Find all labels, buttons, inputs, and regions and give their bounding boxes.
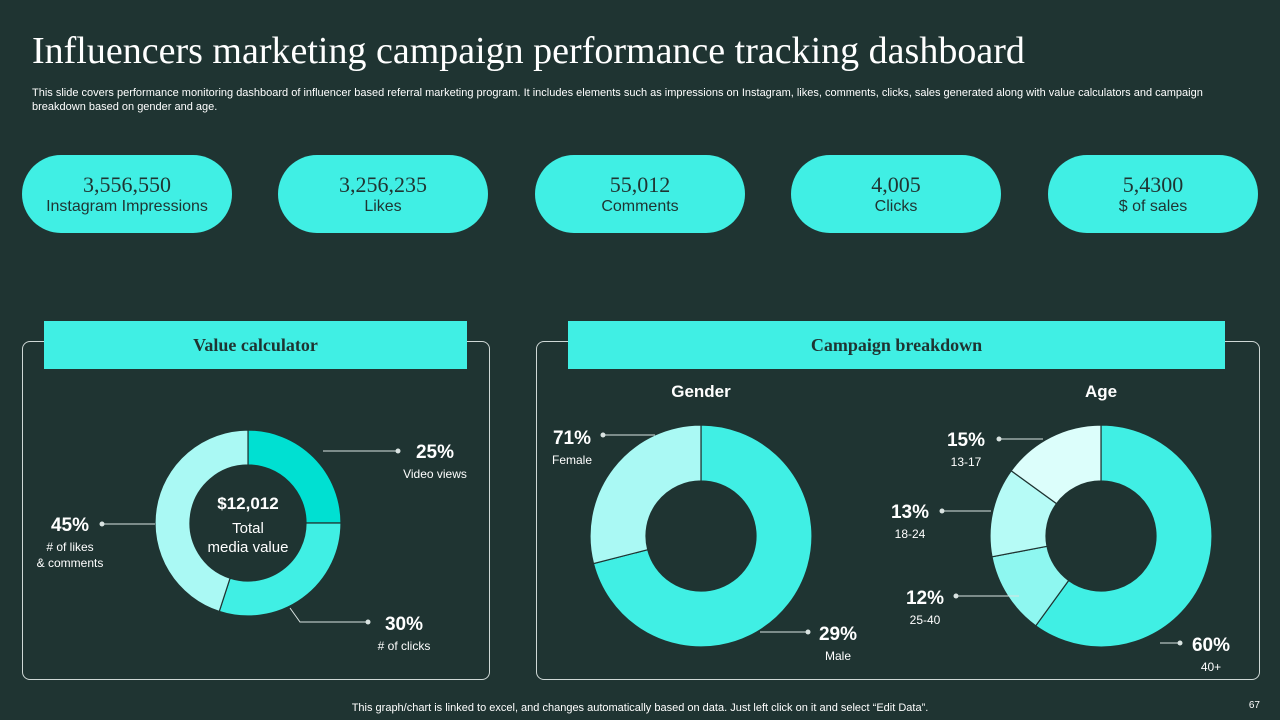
kpi-value: 5,4300 (1122, 172, 1184, 197)
kpi-value: 3,556,550 (83, 172, 171, 197)
page-number: 67 (1248, 700, 1260, 711)
kpi-label: Likes (364, 198, 402, 215)
campaign-breakdown-heading: Campaign breakdown (568, 321, 1225, 369)
page-subtitle: This slide covers performance monitoring… (32, 87, 1203, 113)
campaign-breakdown-panel (536, 341, 1260, 680)
kpi-label: Clicks (874, 198, 918, 215)
value-calculator-panel (22, 341, 490, 680)
kpi-value: 3,256,235 (339, 172, 427, 197)
kpi-row: 3,556,550 Instagram Impressions 3,256,23… (22, 155, 1258, 233)
kpi-sales: 5,4300 $ of sales (1048, 155, 1258, 233)
kpi-likes: 3,256,235 Likes (278, 155, 488, 233)
value-calculator-heading: Value calculator (44, 321, 467, 369)
kpi-instagram-impressions: 3,556,550 Instagram Impressions (22, 155, 232, 233)
kpi-label: $ of sales (1118, 198, 1188, 215)
kpi-label: Comments (601, 198, 679, 215)
kpi-comments: 55,012 Comments (535, 155, 745, 233)
kpi-label: Instagram Impressions (46, 198, 208, 215)
footer-note: This graph/chart is linked to excel, and… (351, 702, 929, 714)
kpi-value: 4,005 (871, 172, 921, 197)
kpi-clicks: 4,005 Clicks (791, 155, 1001, 233)
page-title: Influencers marketing campaign performan… (32, 30, 1025, 72)
kpi-value: 55,012 (609, 172, 671, 197)
